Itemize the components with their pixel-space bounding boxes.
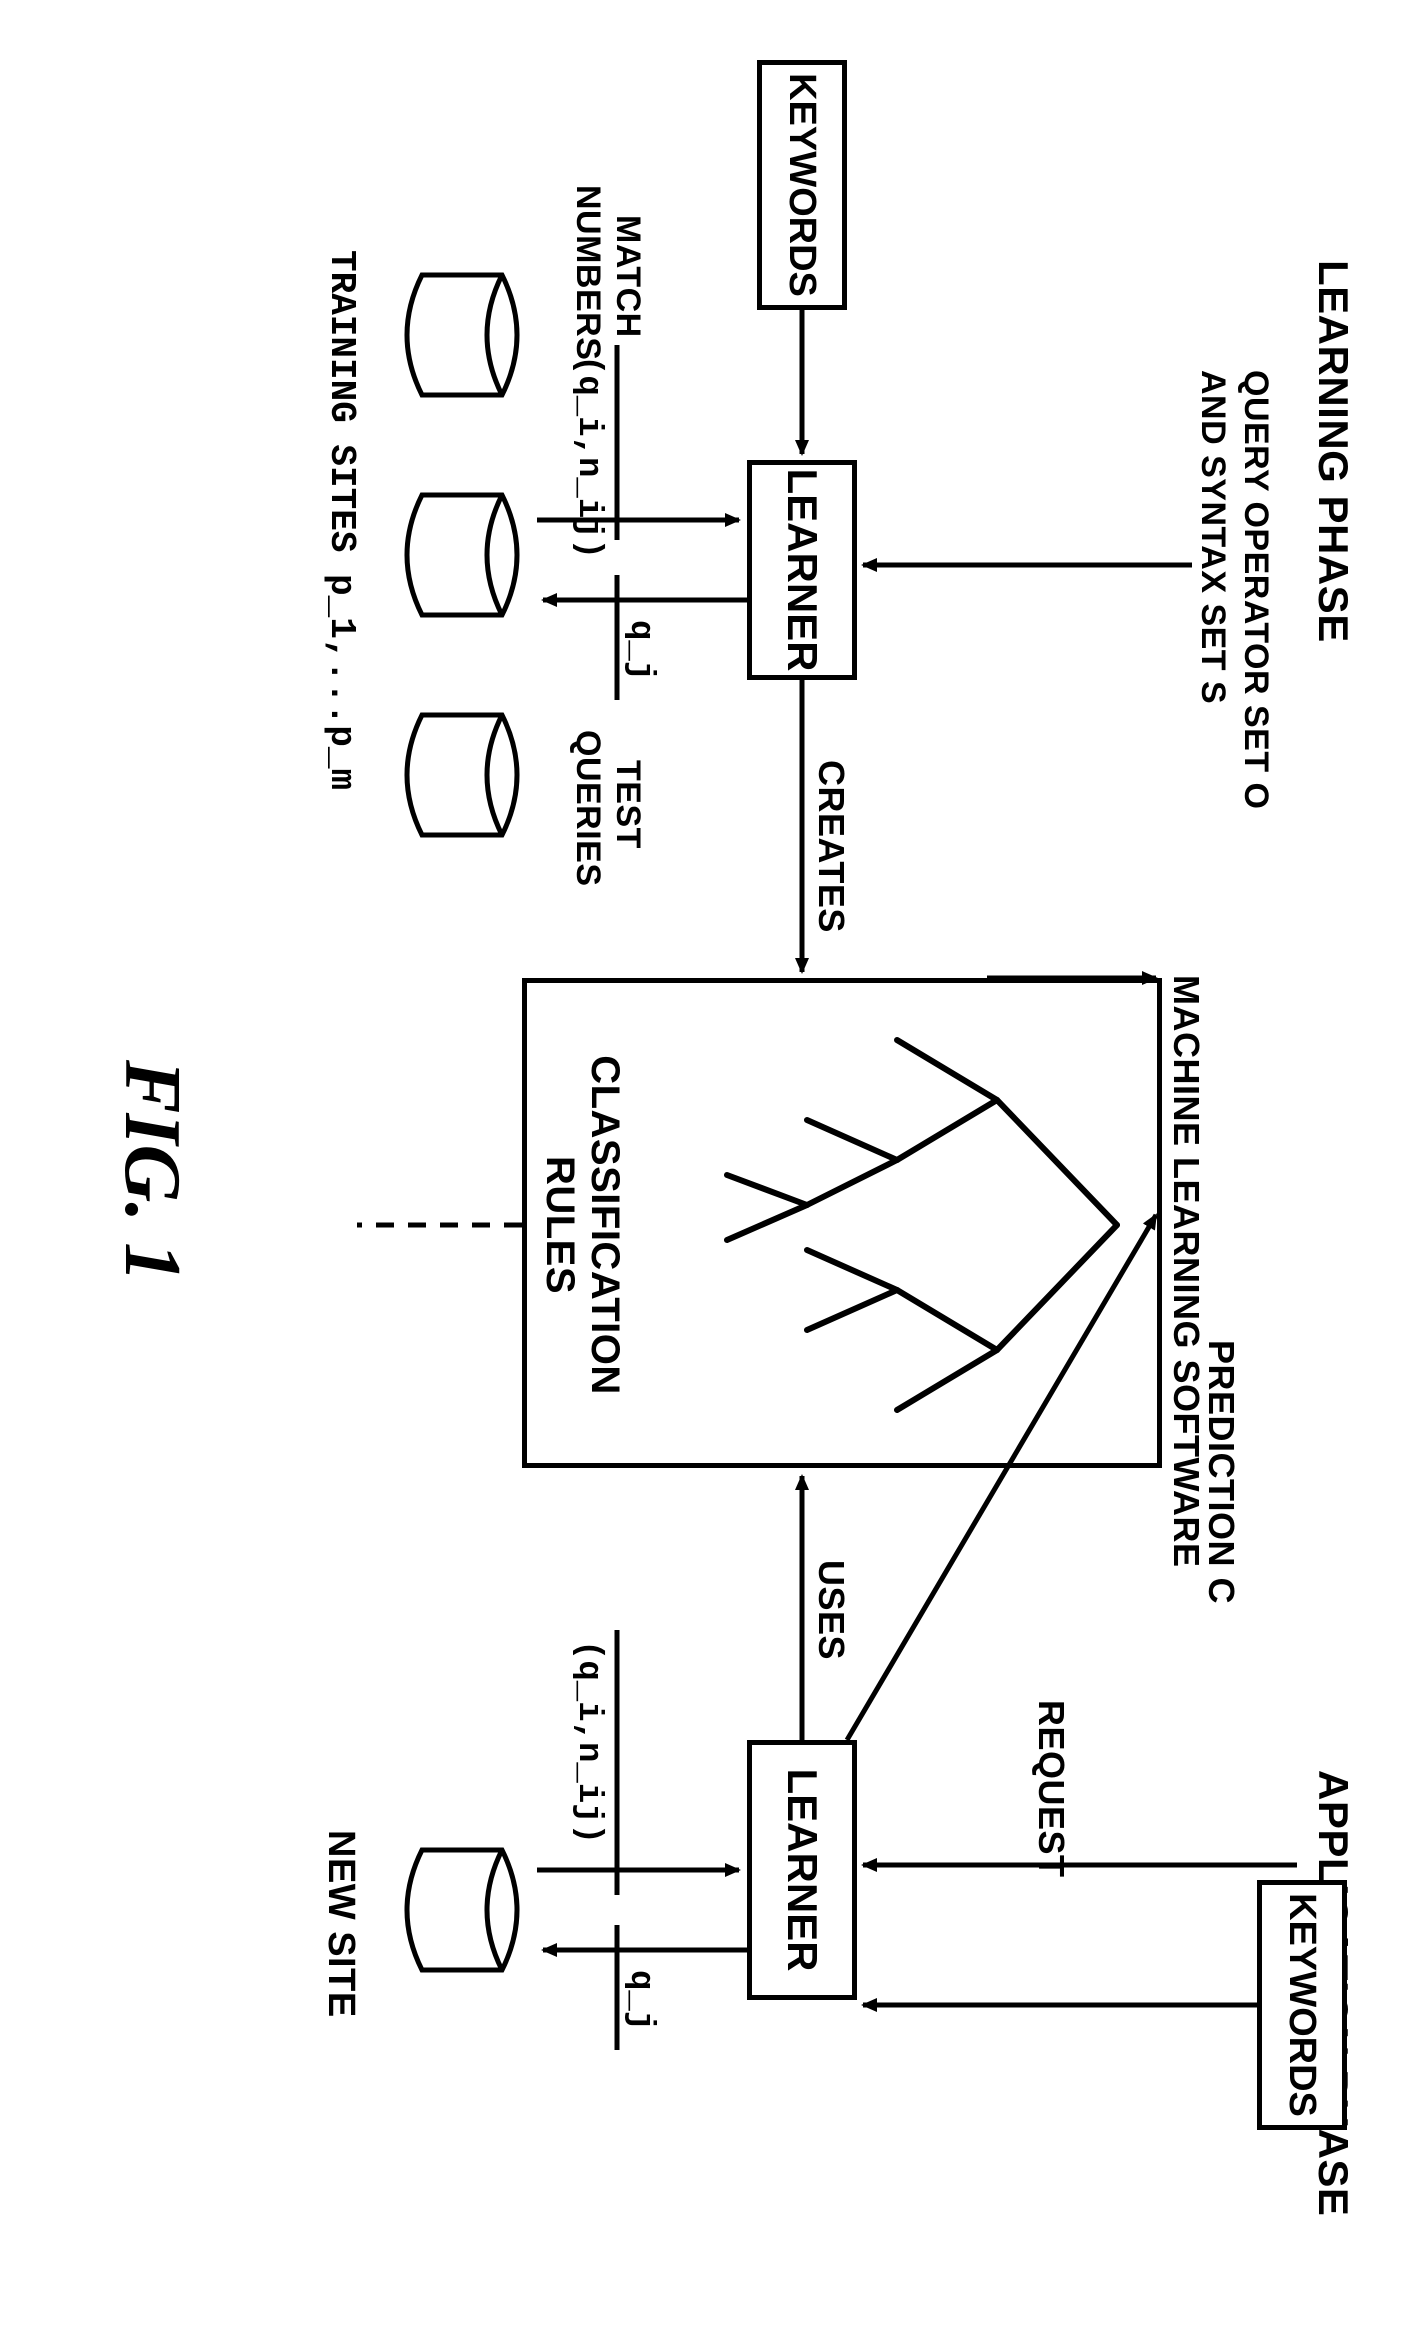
label-test: TEST bbox=[608, 760, 647, 849]
box-keywords-right: KEYWORDS bbox=[1257, 1880, 1347, 2130]
label-classification-rules: CLASSIFICATION RULES bbox=[537, 1025, 627, 1425]
figure-caption: FIG. 1 bbox=[106, 1060, 197, 1282]
box-keywords-left-label: KEYWORDS bbox=[781, 73, 824, 297]
label-creates: CREATES bbox=[810, 760, 852, 933]
label-qi-nij-right: (q_i,n_ij) bbox=[569, 1640, 607, 1844]
label-numbers: NUMBERS bbox=[568, 185, 607, 360]
label-qj-left: q_j bbox=[621, 620, 659, 681]
label-uses: USES bbox=[810, 1560, 852, 1660]
box-keywords-right-label: KEYWORDS bbox=[1281, 1893, 1324, 2117]
box-learner-right-label: LEARNER bbox=[778, 1768, 826, 1971]
label-query-operator: QUERY OPERATOR SET O AND SYNTAX SET S bbox=[1192, 370, 1277, 809]
box-learner-right: LEARNER bbox=[747, 1740, 857, 2000]
heading-learning-phase: LEARNING PHASE bbox=[1309, 260, 1357, 643]
label-request: REQUEST bbox=[1030, 1700, 1072, 1878]
label-match: MATCH bbox=[608, 215, 647, 338]
label-queries: QUERIES bbox=[568, 730, 607, 887]
box-keywords-left: KEYWORDS bbox=[757, 60, 847, 310]
label-prediction: PREDICTION C bbox=[1200, 1340, 1242, 1604]
label-new-site: NEW SITE bbox=[319, 1830, 362, 2018]
label-qj-right: q_j bbox=[621, 1970, 659, 2031]
label-qi-nij-left: (q_i,n_ij) bbox=[569, 355, 607, 559]
box-learner-left-label: LEARNER bbox=[778, 468, 826, 671]
label-training-sites: TRAINING SITES p_1,...p_m bbox=[321, 250, 362, 790]
box-learner-left: LEARNER bbox=[747, 460, 857, 680]
